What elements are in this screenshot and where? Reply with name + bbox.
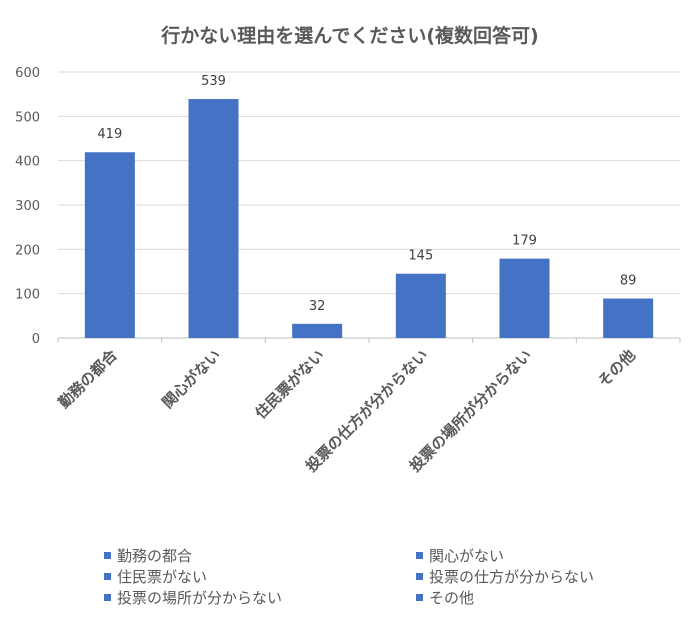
bar [292, 323, 343, 338]
legend-label: 住民票がない [117, 567, 208, 586]
bar-chart: 行かない理由を選んでください(複数回答可) 0 100 200 300 400 500 60… [15, 24, 681, 476]
legend-label: その他 [429, 588, 475, 607]
data-label: 32 [309, 299, 326, 314]
legend-item: 住民票がない [104, 566, 416, 586]
bar [499, 258, 550, 338]
legend-swatch [104, 572, 111, 580]
legend-item: 投票の場所が分からない [104, 587, 416, 607]
legend-item: 勤務の都合 [104, 545, 416, 565]
data-label: 179 [512, 234, 537, 249]
legend-label: 投票の場所が分からない [117, 588, 283, 607]
y-tick-label: 500 [15, 110, 40, 125]
legend-label: 勤務の都合 [117, 546, 193, 565]
legend-swatch [104, 593, 111, 601]
y-tick-label: 100 [15, 288, 40, 303]
chart-title: 行かない理由を選んでください(複数回答可) [160, 24, 538, 47]
data-label: 539 [201, 74, 226, 89]
bar [188, 99, 239, 338]
x-tick-label: 投票の場所が分からない [406, 346, 535, 475]
legend-swatch [416, 572, 423, 580]
legend-swatch [416, 593, 423, 601]
x-tick-label: 勤務の都合 [55, 345, 121, 411]
data-label: 89 [620, 274, 637, 289]
bar [395, 273, 446, 338]
y-tick-label: 400 [15, 155, 40, 170]
legend-item: その他 [416, 587, 636, 607]
legend-swatch [416, 551, 423, 559]
x-tick-label: その他 [594, 346, 639, 391]
legend-label: 投票の仕方が分からない [429, 567, 595, 586]
x-tick-label: 関心がない [159, 346, 225, 412]
legend-item: 投票の仕方が分からない [416, 566, 636, 586]
bar [603, 298, 654, 338]
x-tick-label: 住民票がない [252, 346, 328, 422]
y-tick-label: 0 [32, 332, 40, 347]
legend-item: 関心がない [416, 545, 636, 565]
y-tick-label: 600 [15, 66, 40, 81]
data-label: 145 [408, 249, 433, 264]
legend-swatch [104, 551, 111, 559]
bar [84, 152, 135, 338]
legend: 勤務の都合 関心がない住民票がない 投票の仕方が分からない投票の場所が分からない その… [104, 545, 644, 607]
legend-label: 関心がない [429, 546, 505, 565]
data-label: 419 [97, 127, 122, 142]
y-tick-label: 300 [15, 199, 40, 214]
y-tick-label: 200 [15, 243, 40, 258]
